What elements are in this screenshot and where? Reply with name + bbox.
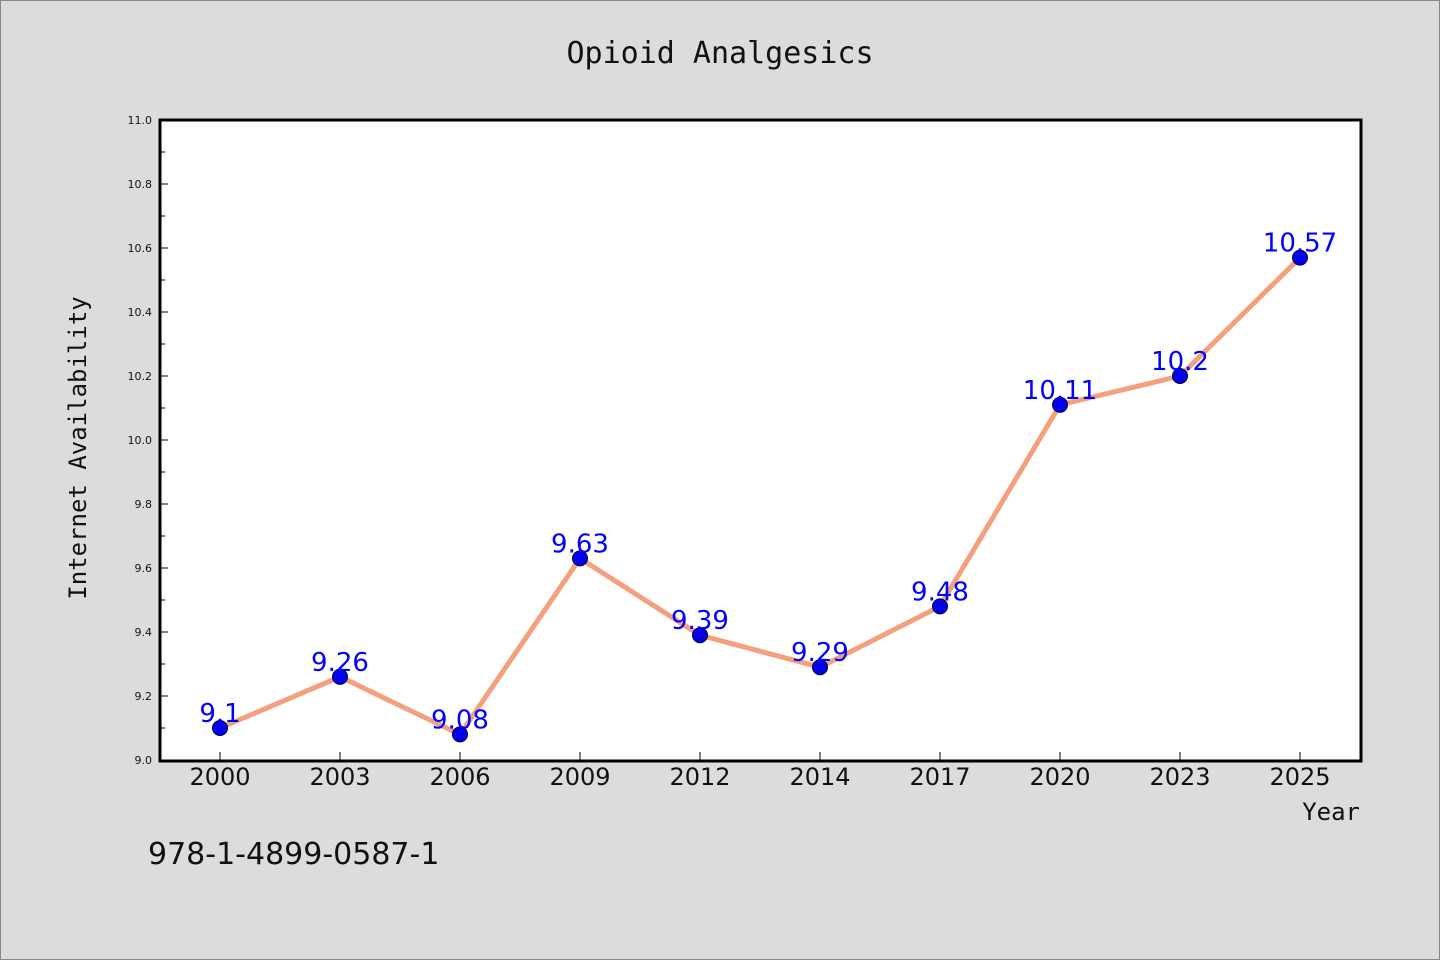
- data-point: [1172, 368, 1188, 384]
- y-tick-label: 9.0: [135, 754, 153, 767]
- x-tick-label: 2000: [189, 763, 250, 791]
- y-tick-label: 10.8: [128, 178, 153, 191]
- data-point: [332, 668, 348, 685]
- y-tick-label: 11.0: [128, 114, 153, 127]
- x-axis-label: Year: [1302, 798, 1360, 826]
- x-tick-label: 2020: [1029, 763, 1090, 791]
- x-tick-label: 2003: [309, 763, 370, 791]
- data-point: [572, 550, 588, 567]
- y-tick-label: 9.4: [135, 626, 153, 639]
- chart-title: Opioid Analgesics: [566, 36, 873, 71]
- x-tick-label: 2006: [429, 763, 490, 791]
- y-axis: 9.0 9.2 9.4 9.6 9.8 10.0 10.2 10.4 10.6 10.8 11.0: [128, 114, 168, 767]
- data-point: [932, 598, 948, 615]
- x-tick-label: 2012: [669, 763, 730, 791]
- data-label: 10.2: [1151, 347, 1209, 377]
- data-label: 9.1: [199, 699, 240, 729]
- data-label: 9.29: [791, 638, 849, 668]
- footer-isbn: 978-1-4899-0587-1: [148, 837, 439, 872]
- x-axis: 2000 2003 2006 2009 2012 2014 2017 2020 2023 2025: [189, 752, 1331, 791]
- data-label: 10.11: [1023, 376, 1097, 406]
- data-label: 9.48: [911, 577, 969, 607]
- y-tick-label: 9.6: [135, 562, 153, 575]
- data-label: 9.63: [551, 529, 609, 559]
- y-tick-label: 10.2: [128, 370, 153, 383]
- data-point: [452, 726, 468, 743]
- data-point: [812, 659, 828, 676]
- y-tick-label: 10.0: [128, 434, 153, 447]
- series-group: 9.1 9.26 9.08 9.63 9.39 9.29 9.48 10.11 10.2 10.5…: [199, 229, 1337, 743]
- data-point: [692, 627, 708, 644]
- data-point: [212, 720, 228, 736]
- data-label: 9.39: [671, 606, 729, 636]
- y-tick-label: 9.8: [135, 498, 153, 511]
- x-tick-label: 2014: [789, 763, 850, 791]
- y-tick-label: 9.2: [135, 690, 153, 703]
- x-tick-label: 2017: [909, 763, 970, 791]
- y-axis-label: Internet Availability: [64, 296, 92, 599]
- data-point: [1052, 396, 1068, 413]
- data-point: [1292, 249, 1308, 266]
- data-label: 9.26: [311, 648, 369, 678]
- x-tick-label: 2025: [1269, 763, 1330, 791]
- data-label: 9.08: [431, 705, 489, 735]
- x-tick-label: 2023: [1149, 763, 1210, 791]
- plot-area: [158, 118, 1363, 763]
- series-line: [219, 255, 1302, 737]
- x-tick-label: 2009: [549, 763, 610, 791]
- y-tick-label: 10.6: [128, 242, 153, 255]
- data-label: 10.57: [1263, 229, 1337, 259]
- y-tick-label: 10.4: [128, 306, 153, 319]
